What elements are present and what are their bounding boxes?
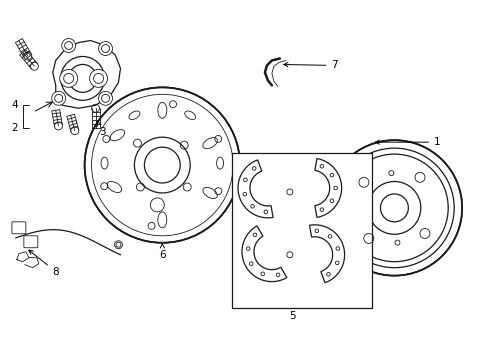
Text: 7: 7 bbox=[283, 60, 337, 71]
Ellipse shape bbox=[158, 212, 166, 228]
Text: 2: 2 bbox=[12, 123, 18, 133]
Circle shape bbox=[52, 91, 65, 105]
Bar bbox=[232, 153, 371, 307]
Circle shape bbox=[61, 39, 76, 53]
Polygon shape bbox=[238, 160, 272, 218]
Text: 8: 8 bbox=[29, 250, 59, 276]
Circle shape bbox=[89, 69, 107, 87]
Ellipse shape bbox=[107, 181, 122, 193]
Circle shape bbox=[60, 69, 78, 87]
Ellipse shape bbox=[203, 188, 217, 198]
Text: 4: 4 bbox=[12, 100, 18, 110]
FancyBboxPatch shape bbox=[12, 222, 26, 234]
Polygon shape bbox=[242, 226, 286, 282]
Circle shape bbox=[326, 140, 461, 276]
Polygon shape bbox=[53, 41, 120, 108]
Text: 1: 1 bbox=[375, 137, 440, 147]
Polygon shape bbox=[309, 225, 344, 283]
Circle shape bbox=[99, 91, 112, 105]
Ellipse shape bbox=[184, 111, 195, 120]
Text: 6: 6 bbox=[159, 244, 165, 260]
Text: 5: 5 bbox=[289, 311, 296, 321]
Ellipse shape bbox=[158, 102, 166, 118]
FancyBboxPatch shape bbox=[24, 236, 38, 248]
Text: 3: 3 bbox=[97, 122, 105, 137]
Circle shape bbox=[84, 87, 240, 243]
Ellipse shape bbox=[203, 138, 217, 149]
Ellipse shape bbox=[216, 157, 223, 169]
Polygon shape bbox=[314, 158, 341, 217]
Ellipse shape bbox=[110, 130, 124, 141]
Circle shape bbox=[99, 41, 112, 55]
Ellipse shape bbox=[101, 157, 108, 169]
Circle shape bbox=[61, 57, 104, 100]
Ellipse shape bbox=[129, 111, 140, 120]
